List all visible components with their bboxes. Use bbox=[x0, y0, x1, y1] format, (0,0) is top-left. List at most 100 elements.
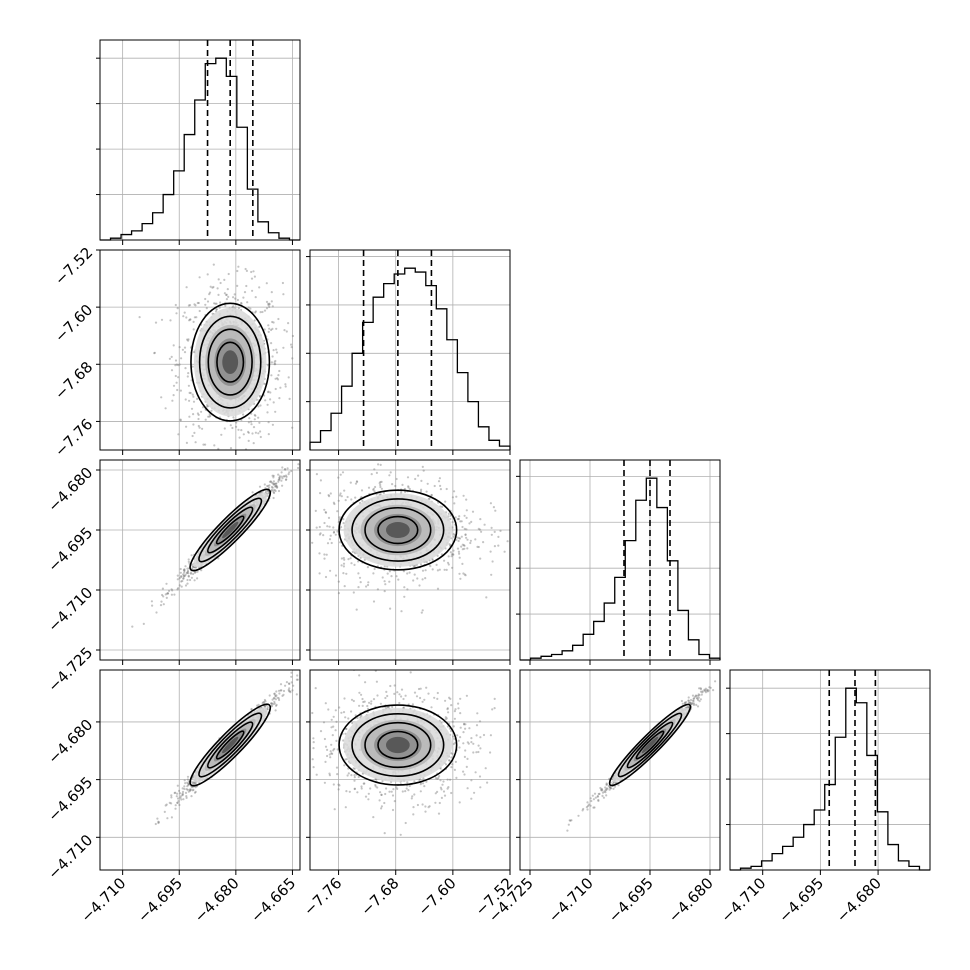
sample-point bbox=[261, 702, 264, 705]
sample-point bbox=[453, 490, 456, 493]
sample-point bbox=[224, 304, 227, 307]
sample-point bbox=[180, 575, 183, 578]
sample-point bbox=[187, 790, 190, 793]
sample-point bbox=[347, 558, 350, 561]
sample-point bbox=[225, 298, 228, 301]
sample-point bbox=[361, 697, 364, 701]
sample-point bbox=[706, 690, 709, 693]
sample-point bbox=[185, 571, 188, 575]
sample-point bbox=[155, 611, 158, 614]
sample-point bbox=[341, 637, 343, 639]
sample-point bbox=[424, 805, 427, 808]
sample-point bbox=[174, 807, 177, 810]
sample-point bbox=[335, 720, 338, 723]
sample-point bbox=[451, 735, 455, 738]
sample-point bbox=[273, 692, 276, 696]
sample-point bbox=[263, 698, 266, 702]
sample-point bbox=[192, 572, 195, 576]
sample-point bbox=[191, 789, 194, 792]
contour-line bbox=[338, 704, 458, 786]
sample-point bbox=[459, 726, 462, 729]
sample-point bbox=[282, 689, 286, 693]
sample-point bbox=[441, 505, 444, 508]
sample-point bbox=[337, 499, 340, 502]
sample-point bbox=[194, 786, 197, 789]
sample-point bbox=[188, 391, 191, 394]
sample-point bbox=[189, 789, 192, 792]
sample-point bbox=[187, 574, 190, 578]
sample-point bbox=[372, 816, 375, 819]
sample-point bbox=[288, 461, 290, 463]
sample-point bbox=[328, 538, 332, 541]
sample-point bbox=[273, 702, 276, 705]
sample-point bbox=[470, 520, 473, 524]
sample-point bbox=[276, 378, 280, 381]
sample-point bbox=[490, 533, 493, 536]
sample-point bbox=[354, 496, 357, 499]
sample-point bbox=[291, 357, 294, 360]
sample-point bbox=[296, 678, 299, 681]
sample-point bbox=[454, 760, 457, 764]
sample-point bbox=[445, 568, 448, 572]
sample-point bbox=[176, 784, 179, 787]
sample-point bbox=[444, 718, 447, 721]
sample-point bbox=[426, 482, 429, 485]
sample-point bbox=[187, 575, 190, 578]
sample-point bbox=[235, 421, 238, 424]
sample-point bbox=[176, 588, 179, 591]
sample-point bbox=[359, 556, 362, 559]
sample-point bbox=[290, 671, 293, 674]
sample-point bbox=[462, 742, 465, 745]
sample-point bbox=[258, 394, 261, 397]
sample-point bbox=[422, 777, 425, 780]
sample-point bbox=[258, 485, 262, 488]
sample-point bbox=[270, 361, 273, 364]
sample-point bbox=[253, 413, 256, 417]
sample-point bbox=[328, 525, 331, 528]
sample-point bbox=[569, 819, 572, 822]
sample-point bbox=[465, 516, 468, 520]
scatter-points bbox=[138, 263, 294, 466]
sample-point bbox=[368, 701, 371, 704]
sample-point bbox=[186, 571, 189, 574]
sample-point bbox=[324, 510, 327, 514]
sample-point bbox=[237, 428, 240, 431]
sample-point bbox=[375, 493, 378, 496]
sample-point bbox=[411, 703, 414, 706]
sample-point bbox=[323, 553, 326, 556]
sample-point bbox=[256, 704, 259, 707]
sample-point bbox=[191, 566, 194, 569]
sample-point bbox=[338, 706, 341, 709]
sample-point bbox=[323, 521, 326, 525]
sample-point bbox=[457, 702, 460, 705]
sample-point bbox=[288, 687, 291, 690]
sample-point bbox=[154, 321, 158, 324]
sample-point bbox=[457, 550, 460, 553]
sample-point bbox=[267, 391, 270, 394]
sample-point bbox=[406, 781, 409, 784]
sample-point bbox=[190, 795, 193, 798]
sample-point bbox=[393, 692, 396, 696]
sample-point bbox=[165, 582, 168, 585]
sample-point bbox=[350, 498, 353, 501]
sample-point bbox=[205, 307, 208, 310]
sample-point bbox=[182, 573, 185, 576]
sample-point bbox=[442, 780, 445, 783]
sample-point bbox=[179, 418, 182, 421]
sample-point bbox=[447, 555, 450, 558]
sample-point bbox=[170, 593, 173, 596]
sample-point bbox=[284, 684, 287, 687]
sample-point bbox=[274, 410, 277, 413]
sample-point bbox=[385, 787, 388, 790]
sample-point bbox=[266, 484, 269, 488]
sample-point bbox=[698, 687, 701, 690]
sample-point bbox=[219, 464, 221, 466]
sample-point bbox=[254, 296, 257, 299]
sample-point bbox=[697, 693, 700, 696]
sample-point bbox=[269, 398, 272, 401]
sample-point bbox=[386, 572, 389, 575]
sample-point bbox=[437, 776, 440, 780]
sample-point bbox=[466, 538, 469, 541]
sample-point bbox=[428, 497, 431, 500]
sample-point bbox=[400, 491, 403, 494]
